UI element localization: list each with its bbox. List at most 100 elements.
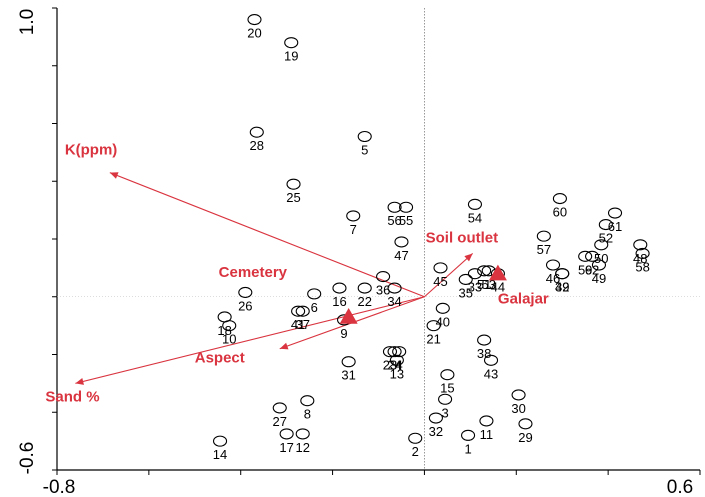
- vector-arrowhead: [464, 253, 473, 262]
- site-point: [212, 435, 228, 447]
- site-point-label: 1: [464, 441, 471, 456]
- vector-arrow-line: [424, 253, 474, 298]
- site-point: [387, 282, 402, 294]
- site-point-label: 32: [429, 424, 443, 439]
- site-point: [291, 305, 306, 317]
- environmental-vectors: K(ppm) Sand % Aspect Soil outlet: [45, 142, 498, 406]
- site-point-label: 19: [284, 49, 298, 64]
- site-point-label: 54: [468, 210, 482, 225]
- site-point: [295, 305, 310, 317]
- site-point: [279, 428, 294, 440]
- site-point: [633, 239, 648, 251]
- site-point-label: 17: [279, 440, 293, 455]
- vector-arrowhead: [279, 342, 289, 350]
- site-point: [477, 265, 492, 277]
- site-point: [578, 250, 593, 262]
- site-point-label: 55: [399, 213, 413, 228]
- site-point: [249, 126, 264, 138]
- site-point-label: 31: [341, 368, 355, 383]
- site-point: [511, 389, 526, 401]
- site-point: [247, 13, 262, 26]
- site-point-label: 34: [387, 294, 401, 309]
- site-point-label: 11: [480, 427, 494, 442]
- site-point-label: 52: [599, 231, 613, 246]
- site-point: [346, 210, 361, 222]
- site-point: [477, 334, 492, 346]
- site-point: [536, 230, 551, 242]
- site-point: [389, 354, 404, 366]
- site-point-label: 45: [433, 274, 447, 289]
- vector-arrow-line: [75, 296, 425, 384]
- site-point-label: 43: [484, 366, 498, 381]
- site-point: [428, 412, 443, 424]
- vector-label: Aspect: [195, 350, 245, 367]
- site-point: [307, 288, 322, 300]
- site-point-label: 3: [441, 405, 448, 420]
- site-point: [357, 282, 372, 294]
- centroid-marker: [488, 264, 507, 281]
- y-tick-label-bottom: -0.6: [17, 442, 38, 475]
- vector-label: K(ppm): [65, 142, 118, 159]
- site-point-label: 53: [481, 277, 495, 292]
- site-point: [238, 286, 253, 298]
- site-point-label: 15: [440, 381, 454, 396]
- site-point: [399, 201, 414, 213]
- site-point: [376, 270, 391, 283]
- site-point: [461, 429, 476, 441]
- site-point-label: 36: [376, 283, 390, 298]
- centroid-label: Cemetery: [219, 264, 288, 281]
- site-point-label: 21: [426, 332, 440, 347]
- site-point: [382, 346, 398, 358]
- site-point: [332, 282, 347, 294]
- site-point: [483, 354, 499, 366]
- site-point-label: 7: [350, 222, 357, 237]
- vector-arrow-line: [109, 172, 425, 298]
- site-points: 1234567891011121314151617181920212223242…: [212, 13, 650, 462]
- site-point: [591, 259, 607, 271]
- site-point-label: 14: [213, 447, 227, 462]
- site-point-label: 24: [387, 358, 401, 373]
- site-point: [607, 207, 623, 219]
- site-point: [408, 432, 423, 444]
- site-point-label: 51: [477, 277, 491, 292]
- site-point: [387, 201, 402, 213]
- site-point-label: 59: [578, 262, 592, 277]
- site-point-label: 30: [511, 401, 525, 416]
- site-point: [392, 346, 407, 358]
- site-point-label: 2: [412, 444, 419, 459]
- site-point: [518, 418, 533, 430]
- site-point-label: 16: [332, 294, 346, 309]
- site-point: [467, 268, 483, 280]
- axes: [52, 7, 701, 475]
- site-point: [357, 130, 372, 143]
- y-tick-label-top: 1.0: [17, 9, 38, 35]
- site-point-label: 39: [555, 280, 569, 295]
- site-point: [341, 356, 356, 368]
- site-point: [272, 402, 287, 414]
- site-point: [438, 393, 453, 405]
- x-tick-label-left: -0.8: [43, 477, 76, 497]
- site-point: [585, 250, 600, 262]
- site-point-label: 27: [273, 414, 287, 429]
- site-point-label: 18: [217, 323, 231, 338]
- site-point-label: 9: [340, 326, 347, 341]
- site-point-label: 38: [477, 346, 491, 361]
- site-point: [295, 428, 310, 440]
- site-point-label: 56: [387, 213, 401, 228]
- site-point: [394, 236, 409, 248]
- site-point: [426, 320, 441, 332]
- site-point-label: 26: [238, 298, 252, 313]
- site-point: [594, 239, 609, 251]
- site-point-label: 47: [394, 248, 408, 263]
- site-point-label: 28: [250, 138, 264, 153]
- site-point: [300, 395, 315, 407]
- site-point: [545, 259, 561, 271]
- site-point-label: 62: [585, 262, 599, 277]
- site-point: [555, 268, 570, 280]
- site-point-label: 22: [357, 294, 371, 309]
- site-point-label: 8: [304, 407, 311, 422]
- vector-label: Soil outlet: [426, 229, 499, 246]
- site-point: [217, 311, 232, 323]
